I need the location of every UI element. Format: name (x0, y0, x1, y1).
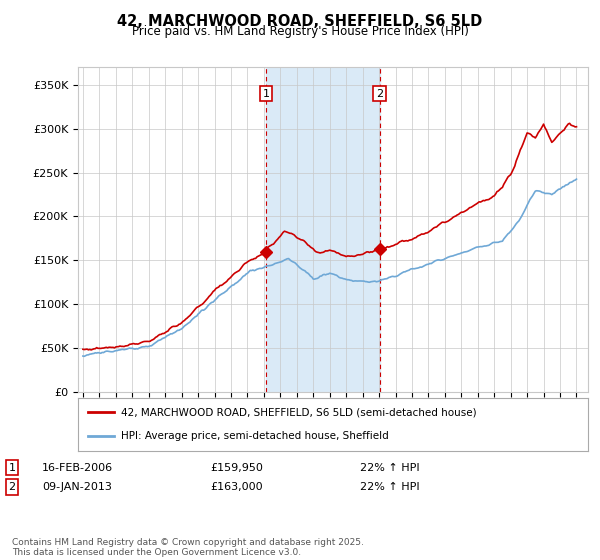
Text: £163,000: £163,000 (210, 482, 263, 492)
Text: Price paid vs. HM Land Registry's House Price Index (HPI): Price paid vs. HM Land Registry's House … (131, 25, 469, 38)
Text: 2: 2 (376, 88, 383, 99)
Text: 09-JAN-2013: 09-JAN-2013 (42, 482, 112, 492)
Text: 42, MARCHWOOD ROAD, SHEFFIELD, S6 5LD: 42, MARCHWOOD ROAD, SHEFFIELD, S6 5LD (118, 14, 482, 29)
Text: HPI: Average price, semi-detached house, Sheffield: HPI: Average price, semi-detached house,… (121, 431, 389, 441)
Text: 2: 2 (8, 482, 16, 492)
Text: 42, MARCHWOOD ROAD, SHEFFIELD, S6 5LD (semi-detached house): 42, MARCHWOOD ROAD, SHEFFIELD, S6 5LD (s… (121, 408, 477, 418)
Text: 1: 1 (262, 88, 269, 99)
Text: 16-FEB-2006: 16-FEB-2006 (42, 463, 113, 473)
Text: 22% ↑ HPI: 22% ↑ HPI (360, 463, 419, 473)
Text: 1: 1 (8, 463, 16, 473)
Text: £159,950: £159,950 (210, 463, 263, 473)
Text: Contains HM Land Registry data © Crown copyright and database right 2025.
This d: Contains HM Land Registry data © Crown c… (12, 538, 364, 557)
Bar (266, 67, 380, 392)
Text: 22% ↑ HPI: 22% ↑ HPI (360, 482, 419, 492)
